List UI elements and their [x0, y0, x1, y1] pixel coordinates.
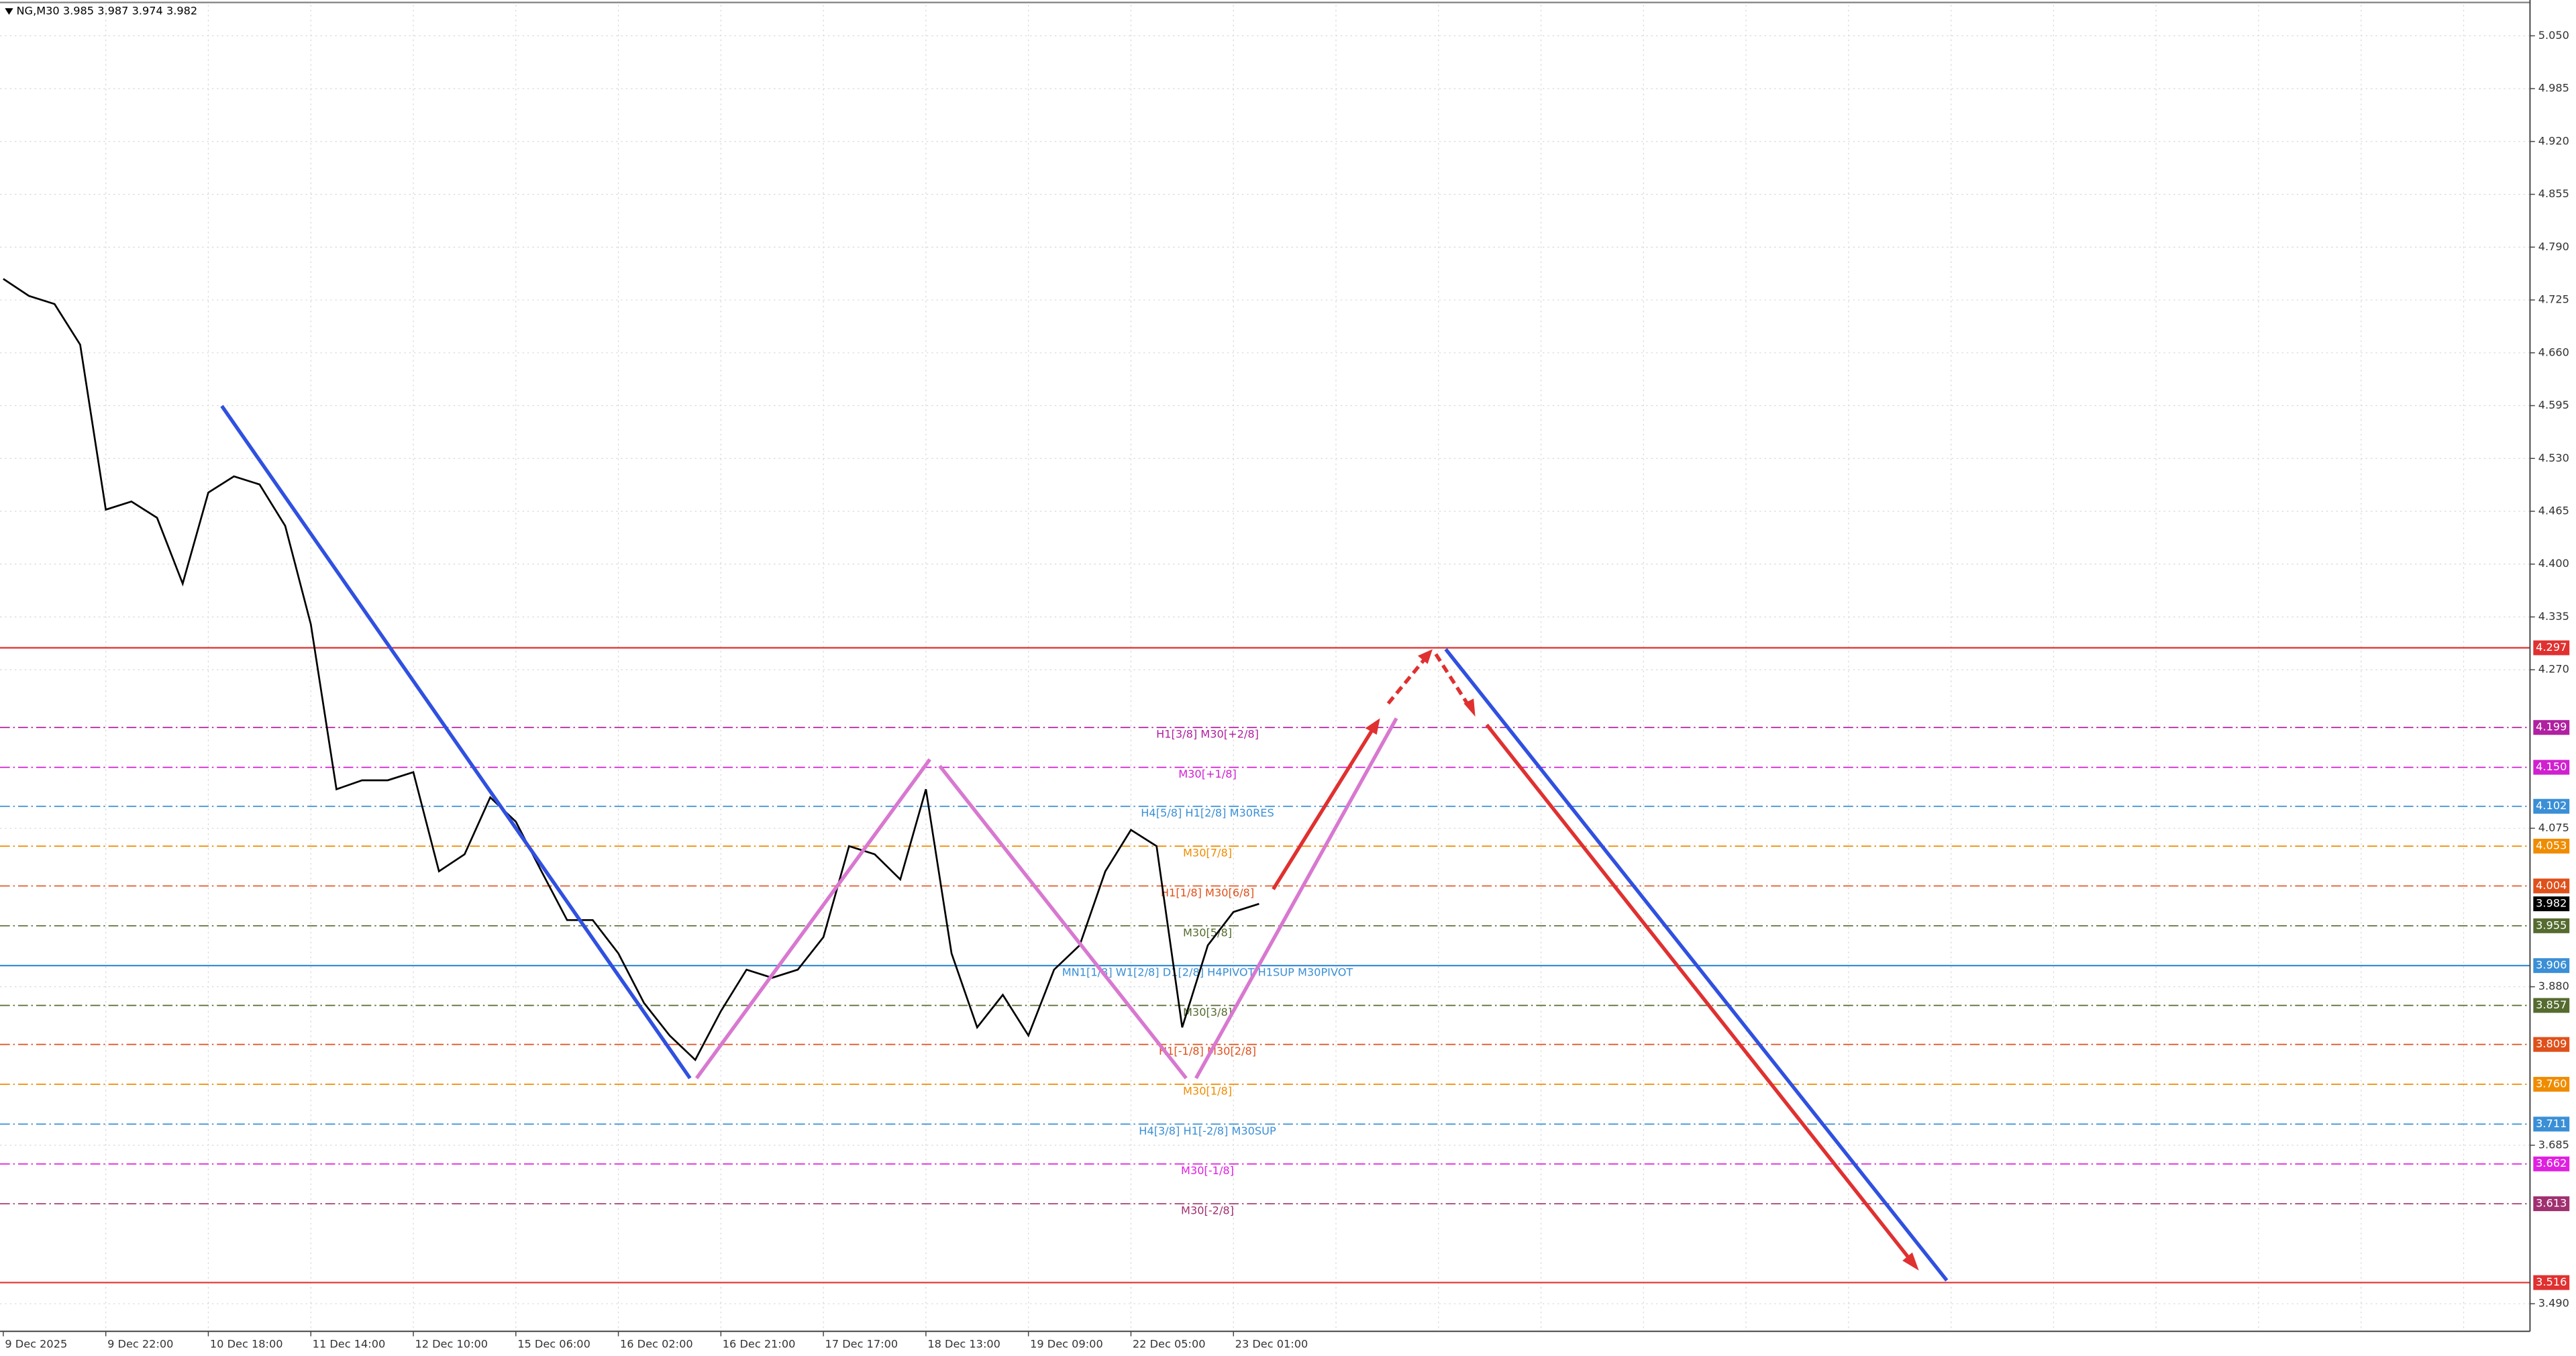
y-tick-label: 4.595 [2538, 399, 2569, 411]
price-tag [2533, 1116, 2570, 1132]
y-tick-label: 3.685 [2538, 1138, 2569, 1151]
x-tick-label: 22 Dec 05:00 [1133, 1337, 1206, 1350]
y-tick-label: 4.270 [2538, 663, 2569, 676]
y-tick-label: 4.660 [2538, 346, 2569, 358]
price-tag-label: 4.053 [2536, 839, 2567, 852]
price-tag [2533, 958, 2570, 974]
price-tag-label: 3.613 [2536, 1197, 2567, 1210]
price-tag-label: 3.857 [2536, 998, 2567, 1011]
price-tag [2533, 720, 2570, 735]
level-label: M30[-2/8] [1181, 1204, 1234, 1217]
price-tag-label: 4.004 [2536, 879, 2567, 892]
price-tag-label: 3.516 [2536, 1275, 2567, 1288]
channel-line [938, 764, 1188, 1080]
y-tick-label: 4.725 [2538, 293, 2569, 306]
price-tag [2533, 1037, 2570, 1052]
price-tag-label: 3.809 [2536, 1037, 2567, 1050]
y-tick-label: 4.400 [2538, 557, 2569, 570]
price-tags: 4.297 4.199 4.150 4.102 4.053 4.004 3.955 3.906… [2533, 640, 2570, 1290]
level-label: H1[1/8] M30[6/8] [1161, 886, 1254, 899]
price-tag [2533, 798, 2570, 814]
last-price-tag [2533, 896, 2570, 912]
x-tick-label: 16 Dec 02:00 [620, 1337, 693, 1350]
price-tag [2533, 918, 2570, 933]
price-tag [2533, 839, 2570, 854]
price-tag [2533, 1196, 2570, 1212]
level-label: H1[-1/8] M30[2/8] [1159, 1045, 1256, 1057]
price-tag [2533, 1076, 2570, 1092]
y-tick-label: 4.465 [2538, 505, 2569, 517]
level-label: M30[3/8] [1183, 1006, 1232, 1019]
x-tick-label: 19 Dec 09:00 [1030, 1337, 1103, 1350]
price-tag-label: 3.662 [2536, 1157, 2567, 1169]
price-tag [2533, 1275, 2570, 1290]
y-tick-label: 4.985 [2538, 82, 2569, 95]
channel-line [694, 758, 931, 1080]
arrow-head [1902, 1252, 1919, 1271]
forecast-arrow [1434, 653, 1472, 710]
y-tick-label: 3.490 [2538, 1297, 2569, 1310]
grid [0, 5, 2530, 1332]
level-label: M30[1/8] [1183, 1085, 1232, 1098]
chart-title: NG,M30 3.985 3.987 3.974 3.982 [16, 5, 197, 17]
level-label: M30[7/8] [1183, 847, 1232, 859]
arrow-head [1365, 718, 1380, 735]
y-tick-label: 4.335 [2538, 610, 2569, 623]
price-tag [2533, 760, 2570, 775]
axes: 5.050 4.985 4.920 4.855 4.790 4.725 4.660 4.595… [3, 29, 2569, 1350]
level-label: M30[5/8] [1183, 926, 1232, 939]
x-tick-label: 16 Dec 21:00 [723, 1337, 796, 1350]
level-label: H4[5/8] H1[2/8] M30RES [1141, 806, 1274, 819]
price-tag-label: 4.297 [2536, 641, 2567, 654]
drawings [220, 405, 1949, 1282]
level-label: M30[-1/8] [1181, 1164, 1234, 1177]
level-label: H4[3/8] H1[-2/8] M30SUP [1139, 1125, 1276, 1137]
x-tick-label: 18 Dec 13:00 [927, 1337, 1000, 1350]
level-label: H1[3/8] M30[+2/8] [1156, 728, 1259, 741]
forecast-arrow [1485, 723, 1914, 1264]
y-tick-label: 4.855 [2538, 187, 2569, 200]
y-tick-label: 4.790 [2538, 240, 2569, 253]
y-tick-label: 4.530 [2538, 452, 2569, 464]
x-tick-label: 23 Dec 01:00 [1235, 1337, 1308, 1350]
trend-line [1444, 647, 1949, 1282]
price-tag [2533, 640, 2570, 656]
series [3, 278, 1259, 1061]
x-tick-label: 10 Dec 18:00 [210, 1337, 283, 1350]
level-label: MN1[1/8] W1[2/8] D1[2/8] H4PIVOT H1SUP M… [1062, 966, 1353, 979]
price-line [3, 278, 1259, 1061]
menu-arrow [5, 8, 13, 15]
arrow-head [1463, 698, 1476, 717]
x-tick-label: 11 Dec 14:00 [313, 1337, 386, 1350]
level-label: M30[+1/8] [1178, 768, 1237, 780]
price-tag-label: 3.711 [2536, 1117, 2567, 1130]
price-tag-label: 3.906 [2536, 959, 2567, 972]
y-tick-label: 4.075 [2538, 821, 2569, 834]
forecast-arrow [1272, 727, 1376, 890]
price-tag-label: 4.199 [2536, 721, 2567, 733]
price-tag-label: 4.102 [2536, 799, 2567, 812]
y-tick-label: 4.920 [2538, 134, 2569, 147]
price-tag [2533, 998, 2570, 1013]
last-price-label: 3.982 [2536, 897, 2567, 910]
y-tick-label: 3.880 [2538, 980, 2569, 992]
price-tag-label: 4.150 [2536, 760, 2567, 773]
price-tag-label: 3.760 [2536, 1078, 2567, 1090]
x-tick-label: 9 Dec 2025 [5, 1337, 67, 1350]
forecast-arrow [1386, 656, 1428, 705]
arrow-head [1417, 649, 1433, 664]
x-tick-label: 9 Dec 22:00 [107, 1337, 173, 1350]
price-tag-label: 3.955 [2536, 919, 2567, 931]
x-tick-label: 15 Dec 06:00 [517, 1337, 590, 1350]
y-tick-label: 5.050 [2538, 29, 2569, 42]
x-tick-label: 17 Dec 17:00 [825, 1337, 898, 1350]
trend-line [220, 405, 692, 1080]
x-tick-label: 12 Dec 10:00 [415, 1337, 488, 1350]
price-tag [2533, 878, 2570, 894]
price-tag [2533, 1156, 2570, 1171]
channel-line [1194, 717, 1398, 1080]
